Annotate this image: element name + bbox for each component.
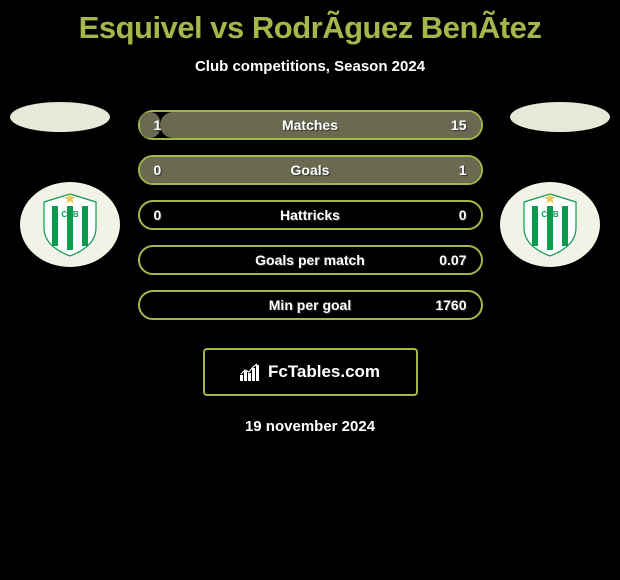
- stat-value-right: 0.07: [439, 252, 466, 268]
- stat-value-right: 1760: [435, 297, 466, 313]
- date-label: 19 november 2024: [0, 418, 620, 435]
- stat-value-left: 0: [154, 162, 162, 178]
- badge-text: CAB: [541, 210, 559, 219]
- stat-label: Goals: [291, 162, 330, 178]
- fctables-label: FcTables.com: [268, 362, 380, 382]
- stat-value-left: 0: [154, 207, 162, 223]
- club-badge-left: CAB: [20, 182, 120, 267]
- stat-label: Matches: [282, 117, 338, 133]
- comparison-content: CAB CAB 1 Matches 15 0 Goals 1 0 Hattricks 0 Goal…: [0, 110, 620, 435]
- stat-value-right: 0: [459, 207, 467, 223]
- stat-value-right: 15: [451, 117, 467, 133]
- stat-label: Goals per match: [255, 252, 365, 268]
- stat-label: Hattricks: [280, 207, 340, 223]
- stat-value-right: 1: [459, 162, 467, 178]
- bar-chart-icon: [240, 363, 262, 381]
- fctables-watermark: FcTables.com: [203, 348, 418, 396]
- stat-row: 0 Goals 1: [138, 155, 483, 185]
- shield-icon: CAB: [520, 192, 580, 258]
- player-ellipse-left: [10, 102, 110, 132]
- stat-value-left: 1: [154, 117, 162, 133]
- shield-icon: CAB: [40, 192, 100, 258]
- page-title: Esquivel vs RodrÃ­guez BenÃ­tez: [0, 0, 620, 46]
- stat-label: Min per goal: [269, 297, 351, 313]
- player-ellipse-right: [510, 102, 610, 132]
- subtitle: Club competitions, Season 2024: [0, 58, 620, 75]
- stat-row: Min per goal 1760: [138, 290, 483, 320]
- stat-row: 1 Matches 15: [138, 110, 483, 140]
- stats-container: 1 Matches 15 0 Goals 1 0 Hattricks 0 Goals per ma…: [138, 110, 483, 320]
- badge-text: CAB: [61, 210, 79, 219]
- stat-row: Goals per match 0.07: [138, 245, 483, 275]
- stat-row: 0 Hattricks 0: [138, 200, 483, 230]
- club-badge-right: CAB: [500, 182, 600, 267]
